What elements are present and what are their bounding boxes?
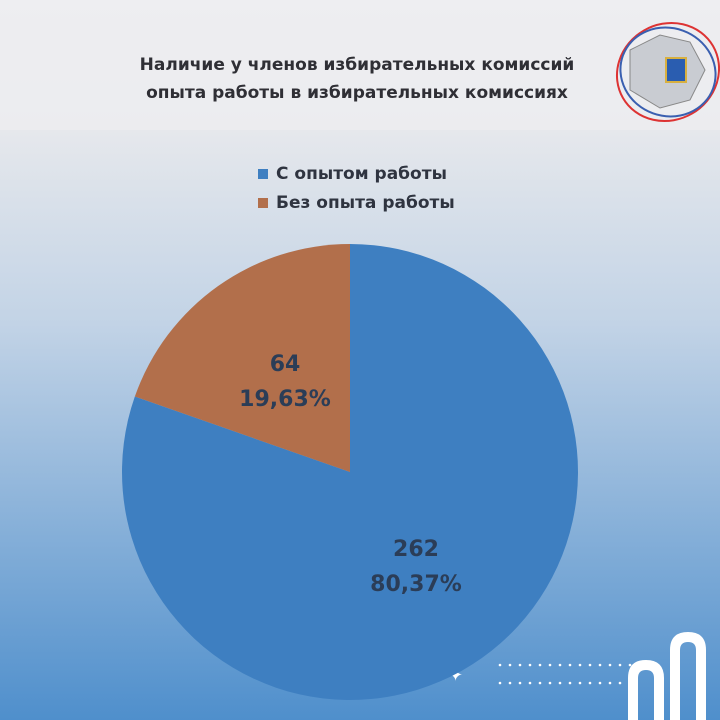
dot <box>598 681 602 685</box>
legend-label: С опытом работы <box>276 164 447 184</box>
dot <box>608 681 612 685</box>
legend-label: Без опыта работы <box>276 193 455 213</box>
dot <box>618 663 622 667</box>
dot <box>628 681 632 685</box>
pie-slice <box>134 244 350 472</box>
dot <box>538 681 542 685</box>
percentage-label: 19,63% <box>239 387 331 412</box>
chart-title: опыта работы в избирательных комиссиях <box>146 83 568 103</box>
dot <box>528 663 532 667</box>
dot <box>588 663 592 667</box>
dot <box>558 681 562 685</box>
dot <box>608 663 612 667</box>
data-label: 64 <box>270 352 301 377</box>
header-band <box>0 0 720 130</box>
dot <box>508 663 512 667</box>
dot <box>598 663 602 667</box>
chart-title: Наличие у членов избирательных комиссий <box>140 55 575 75</box>
dot <box>558 663 562 667</box>
dot <box>578 681 582 685</box>
dot <box>498 663 502 667</box>
dot <box>508 681 512 685</box>
dot <box>568 681 572 685</box>
dot <box>498 681 502 685</box>
dot <box>538 663 542 667</box>
dot <box>578 663 582 667</box>
dot <box>518 663 522 667</box>
dot <box>568 663 572 667</box>
legend-swatch <box>258 169 268 179</box>
dot <box>548 681 552 685</box>
dot <box>548 663 552 667</box>
dot <box>588 681 592 685</box>
data-label: 262 <box>393 537 439 562</box>
dot <box>618 681 622 685</box>
dot <box>528 681 532 685</box>
legend-swatch <box>258 198 268 208</box>
logo <box>615 21 720 123</box>
dot <box>518 681 522 685</box>
percentage-label: 80,37% <box>370 572 462 597</box>
dot <box>628 663 632 667</box>
